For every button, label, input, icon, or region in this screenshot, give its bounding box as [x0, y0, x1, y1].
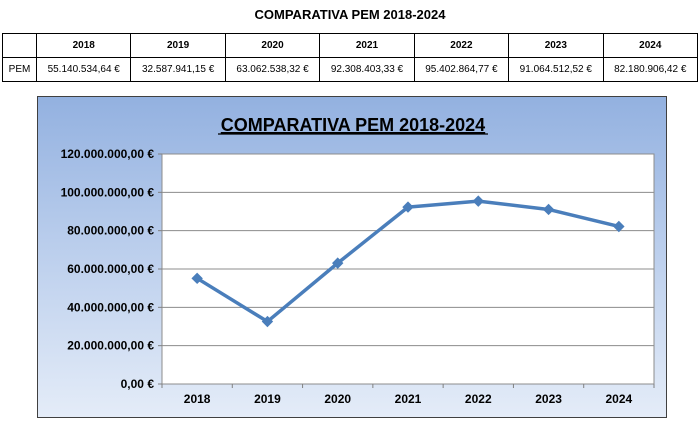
- data-point-2020: [332, 257, 344, 269]
- table-cell-2023: 91.064.512,52 €: [508, 57, 604, 82]
- table-row: PEM 55.140.534,64 €32.587.941,15 €63.062…: [2, 57, 699, 82]
- y-tick-label: 100.000.000,00 €: [61, 185, 155, 199]
- y-tick-label: 0,00 €: [121, 377, 155, 391]
- x-tick-label: 2022: [465, 392, 492, 406]
- x-tick-label: 2023: [535, 392, 562, 406]
- table-header-2021: 2021: [319, 33, 415, 58]
- y-tick-label: 80.000.000,00 €: [67, 224, 154, 238]
- page-title: COMPARATIVA PEM 2018-2024: [254, 7, 446, 22]
- table-header-2018: 2018: [35, 33, 132, 58]
- x-tick-label: 2018: [184, 392, 211, 406]
- data-point-2018: [191, 272, 203, 285]
- chart-container: COMPARATIVA PEM 2018-2024 0,00 € 20.000.00…: [37, 96, 667, 418]
- table-cell-2024: 82.180.906,42 €: [602, 57, 699, 82]
- table-cell-2022: 95.402.864,77 €: [413, 57, 510, 82]
- data-point-2023: [542, 203, 555, 216]
- table-cell-2021: 92.308.403,33 €: [319, 57, 415, 82]
- table-cell-2020: 63.062.538,32 €: [224, 57, 321, 82]
- y-tick-label: 20.000.000,00 €: [67, 339, 154, 353]
- table-header-2024: 2024: [602, 33, 699, 58]
- pem-table: 2018 2019 2020 2021 2022 2023 2024 PEM 55.140.…: [2, 33, 699, 82]
- y-tick-label: 40.000.000,00 €: [67, 300, 154, 314]
- y-tick-label: 60.000.000,00 €: [67, 262, 154, 276]
- data-point-2021: [402, 201, 414, 213]
- table-header-2022: 2022: [413, 33, 510, 58]
- data-point-2024: [613, 220, 625, 233]
- chart-title: COMPARATIVA PEM 2018-2024: [221, 115, 485, 135]
- data-point-2022: [472, 195, 484, 207]
- table-cell-2018: 55.140.534,64 €: [35, 57, 132, 82]
- table-header-2020: 2020: [224, 33, 321, 58]
- table-cell-2019: 32.587.941,15 €: [130, 57, 226, 82]
- table-header-2023: 2023: [508, 33, 604, 58]
- data-point-2019: [261, 315, 274, 328]
- x-tick-label: 2019: [254, 392, 281, 406]
- x-tick-label: 2021: [395, 392, 422, 406]
- line-chart: COMPARATIVA PEM 2018-2024 0,00 € 20.000.00…: [61, 115, 655, 406]
- table-header-row: 2018 2019 2020 2021 2022 2023 2024: [2, 33, 699, 58]
- table-corner-cell: [2, 33, 37, 58]
- table-row-label: PEM: [2, 57, 37, 82]
- x-tick-label: 2024: [606, 392, 633, 406]
- y-tick-label: 120.000.000,00 €: [61, 147, 155, 161]
- table-header-2019: 2019: [130, 33, 226, 58]
- x-tick-label: 2020: [324, 392, 351, 406]
